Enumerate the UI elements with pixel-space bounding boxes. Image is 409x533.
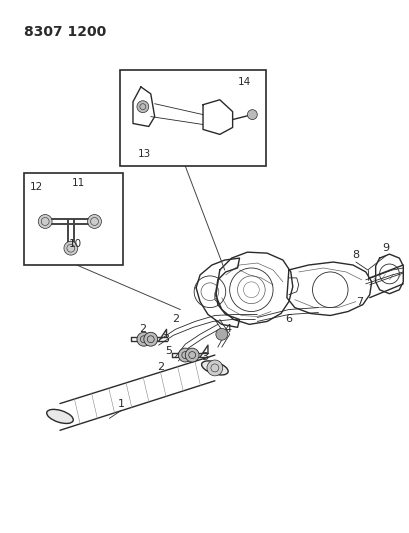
Text: 3: 3 bbox=[162, 334, 169, 344]
Circle shape bbox=[178, 348, 192, 362]
Text: 2: 2 bbox=[171, 314, 179, 325]
Text: 5: 5 bbox=[164, 346, 172, 356]
Circle shape bbox=[64, 241, 78, 255]
Text: 8: 8 bbox=[351, 250, 359, 260]
Bar bbox=[120, 70, 265, 166]
Text: 12: 12 bbox=[29, 182, 43, 192]
Text: 4: 4 bbox=[224, 325, 231, 334]
Text: 8307 1200: 8307 1200 bbox=[25, 25, 106, 38]
Text: 14: 14 bbox=[237, 77, 250, 87]
Circle shape bbox=[137, 101, 148, 112]
Text: 10: 10 bbox=[69, 239, 82, 249]
Text: 2: 2 bbox=[139, 325, 146, 334]
Circle shape bbox=[144, 332, 157, 346]
Text: 2: 2 bbox=[157, 362, 164, 372]
Ellipse shape bbox=[47, 409, 73, 423]
Text: 11: 11 bbox=[72, 178, 85, 188]
Circle shape bbox=[38, 215, 52, 229]
Text: 9: 9 bbox=[381, 243, 388, 253]
Ellipse shape bbox=[201, 361, 227, 375]
Circle shape bbox=[215, 328, 227, 340]
Circle shape bbox=[207, 360, 222, 376]
Text: 7: 7 bbox=[355, 297, 362, 306]
Circle shape bbox=[247, 110, 257, 119]
Circle shape bbox=[137, 332, 151, 346]
Circle shape bbox=[88, 215, 101, 229]
Text: 3: 3 bbox=[201, 352, 208, 362]
Text: 6: 6 bbox=[285, 314, 292, 325]
Bar bbox=[25, 173, 123, 265]
Text: 13: 13 bbox=[137, 149, 151, 159]
Circle shape bbox=[185, 348, 199, 362]
Text: 1: 1 bbox=[117, 399, 124, 409]
